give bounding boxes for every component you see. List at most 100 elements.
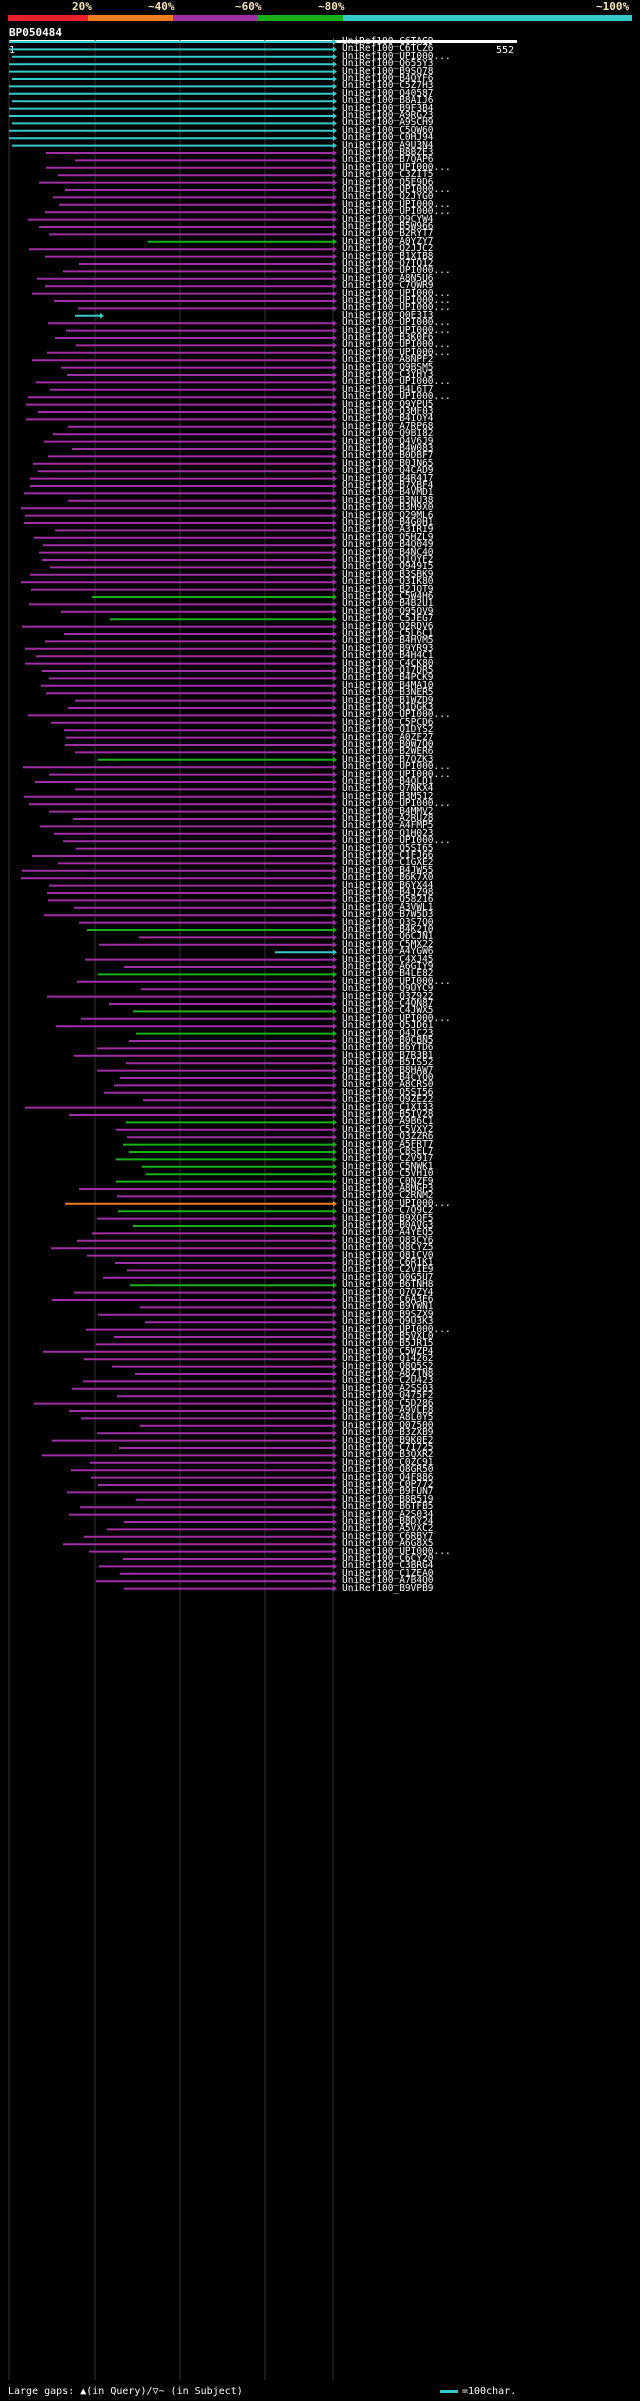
hit-label[interactable]: UniRef100_A7RP68 [342,420,434,432]
hit-label[interactable]: UniRef100_A8L0Y5 [342,1412,434,1424]
hit-label[interactable]: UniRef100_UPI000... [342,346,451,358]
hit-label[interactable]: UniRef100_C5JEG7 [342,613,434,625]
hit-label[interactable]: UniRef100_Q4JC23 [342,1027,434,1039]
hit-label[interactable]: UniRef100_Q9YPU5 [342,398,434,410]
hit-label[interactable]: UniRef100_B9FUN7 [342,1486,434,1498]
hit-label[interactable]: UniRef100_B6TFB5 [342,1501,434,1513]
hit-label[interactable]: UniRef100_UPI000... [342,184,451,195]
hit-label[interactable]: UniRef100_B4QYF6 [342,73,434,84]
hit-label[interactable]: UniRef100_Q4CAD9 [342,465,434,477]
hit-label[interactable]: UniRef100_B4G0H1 [342,517,434,528]
hit-label[interactable]: UniRef100_C5MX22 [342,938,434,950]
hit-label[interactable]: UniRef100_UPI000... [342,324,451,336]
hit-label[interactable]: UniRef100_C0NZF9 [342,1175,434,1187]
hit-label[interactable]: UniRef100_A6G8X5 [342,1538,434,1550]
hit-label[interactable]: UniRef100_B4VMD1 [342,487,434,499]
hit-label[interactable]: UniRef100_A5FRT7 [342,1138,434,1150]
hit-label[interactable]: UniRef100_B8DY24 [342,1516,434,1527]
hit-label[interactable]: UniRef100_UPI000... [342,198,451,210]
hit-label[interactable]: UniRef100_B4W083 [342,443,434,454]
hit-label[interactable]: UniRef100_Q1DYS2 [342,724,434,736]
hit-label[interactable]: UniRef100_B3NU38 [342,494,434,506]
hit-label[interactable]: UniRef100_C6TAG9 [342,36,434,47]
hit-label[interactable]: UniRef100_C7Q9C2 [342,1205,434,1217]
hit-label[interactable]: UniRef100_C5VXY2 [342,1123,434,1135]
hit-label[interactable]: UniRef100_C1FJ66 [342,850,434,861]
hit-label[interactable]: UniRef100_UPI000... [342,709,451,721]
hit-label[interactable]: UniRef100_C6TCZ6 [342,43,434,55]
hit-label[interactable]: UniRef100_B5IV28 [342,1109,434,1120]
hit-label[interactable]: UniRef100_B4LE82 [342,968,434,980]
hit-label[interactable]: UniRef100_A8CRS0 [342,1079,434,1091]
hit-label[interactable]: UniRef100_A0ZF27 [342,731,434,743]
hit-label[interactable]: UniRef100_C4JWX5 [342,1005,434,1017]
hit-label[interactable]: UniRef100_C7I725 [342,1442,434,1453]
hit-label[interactable]: UniRef100_UPI000... [342,287,451,299]
hit-label[interactable]: UniRef100_B0W7Q0 [342,739,434,750]
hit-label[interactable]: UniRef100_B0DBF7 [342,450,434,462]
hit-label[interactable]: UniRef100_Q9U3K3 [342,1316,434,1328]
hit-label[interactable]: UniRef100_C4QN87 [342,998,434,1009]
hit-label[interactable]: UniRef100_UPI000... [342,768,451,780]
hit-label[interactable]: UniRef100_UPI000... [342,317,451,329]
hit-label[interactable]: UniRef100_B0AVG3 [342,1220,434,1231]
hit-label[interactable]: UniRef100_B6YTD6 [342,1042,434,1054]
hit-label[interactable]: UniRef100_B8HAW7 [342,1064,434,1076]
hit-label[interactable]: UniRef100_C2VIE9 [342,1264,434,1276]
hit-label[interactable]: UniRef100_Q0E3I3 [342,309,434,321]
hit-label[interactable]: UniRef100_B3QXR2 [342,1449,434,1461]
hit-label[interactable]: UniRef100_B0JN65 [342,457,434,469]
hit-label[interactable]: UniRef100_Q29ML6 [342,509,434,521]
hit-label[interactable]: UniRef100_B3ZXB9 [342,1427,434,1439]
hit-label[interactable]: UniRef100_B4R417 [342,472,434,484]
hit-label[interactable]: UniRef100_C2V917 [342,1153,434,1165]
hit-label[interactable]: UniRef100_C5WZP4 [342,1345,434,1357]
hit-label[interactable]: UniRef100_UPI000... [342,339,451,351]
hit-label[interactable]: UniRef100_UPI000... [342,1323,451,1335]
hit-label[interactable]: UniRef100_Q5E9D6 [342,176,434,188]
hit-label[interactable]: UniRef100_C3BRG4 [342,1560,434,1572]
hit-label[interactable]: UniRef100_Q949I5 [342,561,434,573]
hit-label[interactable]: UniRef100_A5VXC2 [342,1523,434,1535]
hit-label[interactable]: UniRef100_C1XI33 [342,1101,434,1113]
hit-label[interactable]: UniRef100_C5PCD6 [342,716,434,728]
hit-label[interactable]: UniRef100_B3SBK9 [342,568,434,580]
hit-label[interactable]: UniRef100_UPI000... [342,391,451,403]
hit-label[interactable]: UniRef100_A9U3N4 [342,139,434,151]
hit-label[interactable]: UniRef100_B9F3B4 [342,102,434,114]
hit-label[interactable]: UniRef100_Q9BSM5 [342,361,434,373]
hit-label[interactable]: UniRef100_Q2JYG0 [342,191,434,203]
hit-label[interactable]: UniRef100_B4NC40 [342,546,434,558]
hit-label[interactable]: UniRef100_UPI000... [342,1012,451,1024]
hit-label[interactable]: UniRef100_Q3ZZR6 [342,1131,434,1143]
hit-label[interactable]: UniRef100_C7QWR9 [342,280,434,292]
hit-label[interactable]: UniRef100_Q9UYC9 [342,983,434,995]
hit-label[interactable]: UniRef100_UPI000... [342,1545,451,1557]
hit-label[interactable]: UniRef100_Q5JD61 [342,1020,434,1032]
hit-label[interactable]: UniRef100_UPI000... [342,50,451,62]
hit-label[interactable]: UniRef100_C6A3E6 [342,1294,434,1305]
hit-label[interactable]: UniRef100_A9RG23 [342,110,434,121]
hit-label[interactable]: UniRef100_A8NPF2 [342,354,434,366]
hit-label[interactable]: UniRef100_Q1H023 [342,827,434,839]
hit-label[interactable]: UniRef100_A2SS03 [342,1382,434,1394]
hit-label[interactable]: UniRef100_B4H4C1 [342,650,434,662]
hit-label[interactable]: UniRef100_B1XIB8 [342,250,434,262]
hit-label[interactable]: UniRef100_UPI000... [342,761,451,773]
hit-label[interactable]: UniRef100_B9VPB9 [342,1582,434,1594]
hit-label[interactable]: UniRef100_B4IOY4 [342,413,434,425]
hit-label[interactable]: UniRef100_Q0G5U7 [342,1271,434,1283]
hit-label[interactable]: UniRef100_Q17DR5 [342,665,434,676]
hit-label[interactable]: UniRef100_C6CY20 [342,1553,434,1564]
hit-label[interactable]: UniRef100_Q7QZY4 [342,1286,434,1298]
hit-label[interactable]: UniRef100_B3K0F6 [342,332,434,343]
hit-label[interactable]: UniRef100_UPI000... [342,265,451,277]
hit-label[interactable]: UniRef100_UPI000... [342,835,451,847]
hit-label[interactable]: UniRef100_C4XJ45 [342,953,434,965]
hit-label[interactable]: UniRef100_Q5SI56 [342,1086,434,1098]
hit-label[interactable]: UniRef100_A9VLE8 [342,1405,434,1416]
hit-label[interactable]: UniRef100_B0CBN5 [342,1035,434,1046]
hit-label[interactable]: UniRef100_B3M512 [342,790,434,802]
hit-label[interactable]: UniRef100_C5Z7H3 [342,80,434,92]
hit-label[interactable]: UniRef100_Q3S7Q0 [342,916,434,928]
